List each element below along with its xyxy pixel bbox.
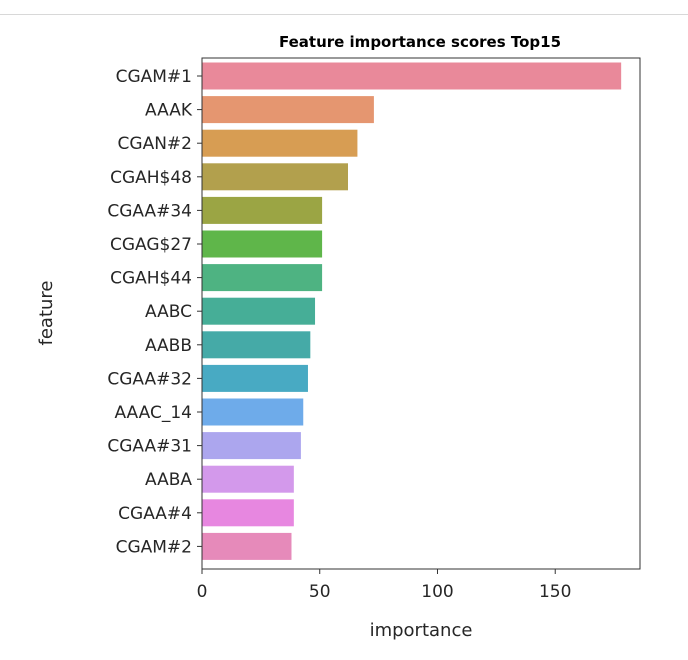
bar: [202, 62, 622, 90]
bar: [202, 129, 358, 157]
y-tick-label: CGAM#2: [116, 537, 192, 557]
y-tick-label: CGAG$27: [110, 235, 192, 255]
x-axis-label: importance: [370, 620, 473, 641]
y-tick-label: AABA: [145, 470, 192, 490]
bars-group: [202, 62, 622, 560]
bar: [202, 264, 323, 292]
bar: [202, 96, 374, 124]
chart-title: Feature importance scores Top15: [279, 33, 561, 51]
bar: [202, 432, 301, 460]
bar: [202, 163, 348, 191]
x-tick-label: 0: [197, 582, 208, 602]
y-tick-label: CGAA#32: [107, 369, 192, 389]
x-tick-label: 50: [309, 582, 331, 602]
bar: [202, 331, 311, 359]
bar: [202, 532, 292, 560]
y-tick-label: CGAH$44: [110, 269, 192, 289]
bar: [202, 499, 294, 527]
y-tick-label: CGAN#2: [118, 134, 192, 154]
top-divider: [0, 14, 688, 15]
bar: [202, 364, 308, 392]
y-tick-label: AAAC_14: [114, 403, 192, 423]
y-tick-labels: CGAM#1 AAAK CGAN#2 CGAH$48 CGAA#34 CGAG$27 CGA…: [107, 67, 202, 557]
y-tick-label: CGAA#31: [107, 437, 192, 457]
y-tick-label: CGAA#34: [107, 201, 192, 221]
y-tick-label: CGAM#1: [116, 67, 192, 87]
y-tick-label: AABC: [145, 302, 192, 322]
x-tick-label: 100: [421, 582, 453, 602]
y-tick-label: AABB: [145, 336, 192, 356]
bar: [202, 465, 294, 493]
x-tick-label: 150: [539, 582, 571, 602]
bar: [202, 196, 323, 224]
y-axis-label: feature: [36, 281, 57, 346]
x-tick-labels: 0 50 100 150: [197, 569, 571, 602]
y-tick-label: CGAA#4: [118, 504, 192, 524]
bar: [202, 398, 304, 426]
plot-frame: [201, 57, 641, 570]
bar: [202, 230, 323, 258]
bar: [202, 297, 316, 325]
y-tick-label: CGAH$48: [110, 168, 192, 188]
y-tick-label: AAAK: [145, 101, 193, 121]
